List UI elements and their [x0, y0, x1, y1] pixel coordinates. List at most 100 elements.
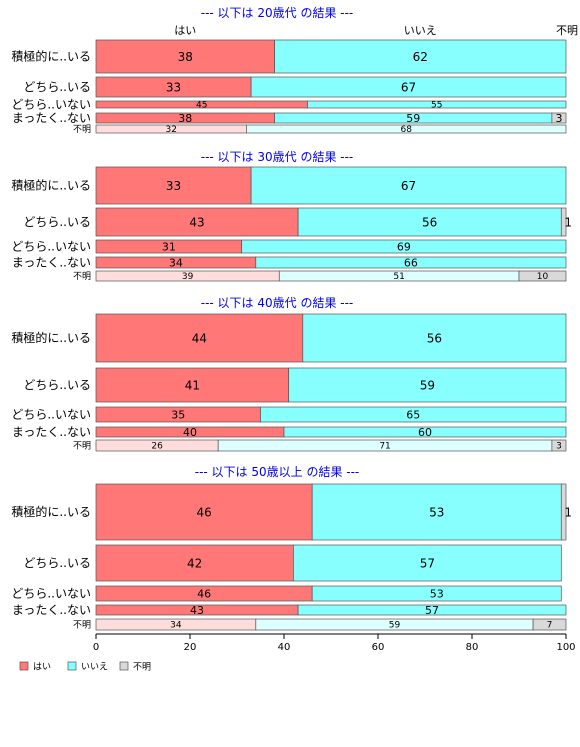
value-label-p1-r4-s1: 51 [393, 272, 404, 282]
bar-segment-p0-r1-s1 [250, 76, 567, 98]
bar-segment-p1-r0-s1 [250, 166, 567, 205]
value-label-p3-r4-s0: 34 [170, 621, 182, 631]
panel-title-3: --- 以下は 50歳以上 の結果 --- [195, 465, 360, 479]
bar-segment-p1-r1-s1 [297, 207, 562, 237]
value-label-p2-r0-s1: 56 [427, 331, 442, 345]
header-label-0: はい [174, 24, 196, 37]
value-label-p0-r2-s1: 55 [431, 101, 442, 111]
bar-segment-p2-r0-s1 [302, 313, 567, 363]
value-label-p1-r2-s1: 69 [397, 240, 411, 253]
bar-segment-p1-r4-s2 [518, 270, 567, 282]
header-label-2: 不明 [556, 24, 578, 37]
row-label-p0-r1: どちら..いる [23, 80, 91, 94]
value-label-p2-r3-s0: 40 [183, 426, 197, 439]
bar-segment-p3-r3-s1 [297, 604, 567, 616]
x-axis-tick-label-5: 100 [556, 642, 575, 653]
bar-segment-p1-r0-s0 [95, 166, 252, 205]
value-label-p2-r0-s0: 44 [192, 331, 207, 345]
bar-segment-p0-r0-s1 [274, 39, 567, 74]
value-label-p3-r0-s2: 1 [564, 505, 572, 519]
bar-segment-p2-r1-s0 [95, 367, 290, 403]
value-label-p3-r1-s0: 42 [187, 556, 202, 570]
row-label-p3-r0: 積極的に..いる [11, 504, 91, 519]
value-label-p3-r2-s0: 46 [197, 587, 211, 600]
value-label-p1-r1-s1: 56 [422, 215, 437, 229]
value-label-p0-r3-s0: 38 [178, 112, 192, 125]
row-label-p1-r3: まったく..ない [12, 256, 91, 270]
bar-segment-p3-r0-s1 [311, 483, 562, 541]
value-label-p2-r4-s0: 26 [151, 442, 163, 452]
value-label-p3-r3-s1: 57 [425, 604, 439, 617]
value-label-p1-r0-s1: 67 [401, 179, 416, 193]
row-label-p2-r4: 不明 [73, 441, 91, 452]
value-label-p0-r1-s1: 67 [401, 80, 416, 94]
row-label-p0-r3: まったく..ない [12, 111, 91, 125]
value-label-p3-r0-s0: 46 [196, 505, 211, 519]
x-axis-tick-label-1: 20 [184, 642, 197, 653]
bar-segment-p2-r4-s2 [551, 439, 567, 452]
legend-swatch-2 [119, 661, 129, 671]
value-label-p0-r3-s1: 59 [406, 112, 420, 125]
value-label-p0-r4-s1: 68 [400, 125, 412, 135]
bar-segment-p2-r1-s1 [288, 367, 567, 403]
bar-segment-p2-r0-s0 [95, 313, 304, 363]
panel-title-2: --- 以下は 40歳代 の結果 --- [201, 296, 354, 310]
bar-segment-p3-r1-s1 [293, 544, 562, 582]
row-label-p1-r0: 積極的に..いる [11, 178, 91, 193]
bar-segment-p3-r2-s1 [311, 585, 562, 602]
value-label-p0-r3-s2: 3 [555, 112, 562, 125]
value-label-p1-r3-s0: 34 [169, 256, 183, 269]
row-label-p2-r0: 積極的に..いる [11, 330, 91, 345]
legend-swatch-0 [19, 661, 29, 671]
bar-segment-p0-r4-s1 [246, 124, 567, 134]
panel-title-0: --- 以下は 20歳代 の結果 --- [201, 6, 354, 20]
value-label-p1-r4-s2: 10 [537, 272, 549, 282]
x-axis-tick-label-4: 80 [466, 642, 479, 653]
row-label-p3-r3: まったく..ない [12, 603, 91, 617]
value-label-p2-r4-s2: 3 [556, 442, 562, 452]
value-label-p1-r4-s0: 39 [182, 272, 194, 282]
row-label-p3-r4: 不明 [73, 620, 91, 631]
value-label-p0-r2-s0: 45 [196, 101, 207, 111]
value-label-p1-r1-s0: 43 [189, 215, 204, 229]
value-label-p1-r1-s2: 1 [564, 215, 572, 229]
row-label-p2-r2: どちら..いない [11, 408, 91, 422]
value-label-p2-r1-s0: 41 [185, 378, 200, 392]
value-label-p3-r4-s1: 59 [389, 621, 401, 631]
value-label-p0-r1-s0: 33 [166, 80, 181, 94]
bar-segment-p2-r3-s1 [283, 426, 567, 438]
value-label-p2-r3-s1: 60 [418, 426, 432, 439]
x-axis-tick-label-0: 0 [93, 642, 99, 653]
bar-segment-p2-r2-s1 [260, 406, 567, 423]
bar-segment-p3-r4-s2 [532, 618, 567, 631]
bar-segment-p0-r0-s0 [95, 39, 275, 74]
bar-segment-p1-r3-s1 [255, 256, 567, 269]
x-axis-tick-label-3: 60 [372, 642, 385, 653]
legend-label-1: いいえ [81, 662, 108, 673]
value-label-p1-r3-s1: 66 [404, 256, 418, 269]
value-label-p2-r4-s1: 71 [379, 442, 390, 452]
value-label-p3-r3-s0: 43 [190, 604, 204, 617]
bar-segment-p1-r1-s0 [95, 207, 299, 237]
row-label-p3-r1: どちら..いる [23, 556, 91, 570]
value-label-p2-r2-s1: 65 [406, 408, 420, 421]
legend-label-0: はい [33, 662, 51, 673]
bar-segment-p0-r3-s2 [551, 112, 567, 124]
value-label-p0-r4-s0: 32 [165, 125, 176, 135]
row-label-p1-r2: どちら..いない [11, 240, 91, 254]
value-label-p2-r2-s0: 35 [171, 408, 185, 421]
value-label-p3-r4-s2: 7 [547, 621, 553, 631]
row-label-p1-r4: 不明 [73, 271, 91, 282]
bar-segment-p3-r0-s2 [560, 483, 567, 541]
panel-title-1: --- 以下は 30歳代 の結果 --- [201, 150, 354, 164]
x-axis-tick-label-2: 40 [278, 642, 291, 653]
bar-segment-p1-r2-s1 [241, 239, 567, 254]
row-label-p1-r1: どちら..いる [23, 215, 91, 229]
value-label-p0-r0-s1: 62 [413, 50, 428, 64]
row-label-p3-r2: どちら..いない [11, 587, 91, 601]
row-label-p0-r2: どちら..いない [11, 98, 91, 112]
value-label-p1-r2-s0: 31 [162, 240, 176, 253]
value-label-p3-r1-s1: 57 [420, 556, 435, 570]
value-label-p0-r0-s0: 38 [178, 50, 193, 64]
